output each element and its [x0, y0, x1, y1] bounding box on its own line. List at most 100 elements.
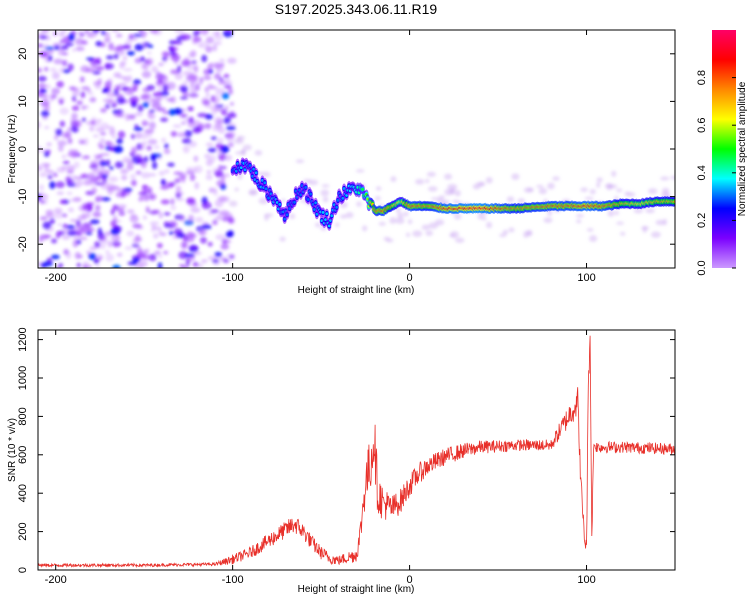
spectrogram-noise-cell	[44, 125, 50, 130]
spectrogram-noise-cell	[207, 255, 218, 261]
spectrogram-noise-cell	[61, 59, 68, 67]
ridge-core	[254, 171, 258, 175]
spectrogram-noise-cell	[161, 51, 170, 57]
spectrogram-halo-cell	[633, 208, 644, 214]
spectrogram-noise-cell	[193, 155, 199, 162]
spectrogram-noise-cell	[95, 118, 103, 123]
spectrogram-halo-cell	[234, 187, 239, 192]
spectrogram-noise-cell	[199, 124, 207, 129]
spectrogram-ridge	[230, 157, 675, 231]
spectrogram-noise-cell	[227, 57, 237, 64]
spectrogram-noise-cell	[120, 168, 129, 175]
spectrogram-noise-cell	[42, 221, 52, 230]
spectrogram-noise-cell	[115, 113, 124, 118]
spectrogram-noise-cell	[59, 199, 65, 205]
spectrogram-halo-cell	[485, 177, 493, 184]
spectrogram-noise-cell	[114, 235, 121, 241]
spectrogram-noise-cell	[199, 236, 207, 244]
snr-y-tick-label: 200	[17, 522, 29, 540]
spectrogram-noise-cell	[204, 153, 211, 159]
spectrogram-noise-cell	[94, 85, 102, 90]
spectrogram-halo-cell	[547, 182, 555, 190]
spectrogram-noise-cell	[163, 212, 171, 216]
spectrogram-noise-cell	[95, 204, 101, 212]
spectrogram-halo-cell	[648, 188, 658, 195]
spectrogram-noise-cell	[77, 30, 84, 35]
spectrogram-noise-cell	[59, 120, 66, 128]
spectrogram-halo-cell	[442, 199, 451, 204]
spectrogram-noise-cell	[155, 71, 161, 75]
spectrogram-noise-cell	[194, 181, 200, 190]
spectrogram-y-ticks: -20 -10 0 10 20	[17, 48, 675, 252]
spectrogram-noise-cell	[158, 62, 164, 66]
spectrogram-halo-cell	[438, 195, 446, 200]
spectrogram-noise-cell	[149, 30, 159, 34]
spectrogram-halo-cell	[415, 178, 425, 185]
spectrogram-noise-cell	[134, 263, 144, 268]
spectrogram-noise-cell	[158, 254, 163, 259]
spectrogram-noise-cell	[103, 38, 111, 43]
spectrogram-noise-cell	[91, 168, 100, 173]
spectrogram-noise-cell	[131, 83, 139, 89]
spectrogram-noise-cell	[111, 30, 120, 33]
spectrogram-halo-cell	[576, 219, 582, 224]
spectrogram-noise-cell	[57, 222, 62, 227]
spectrogram-noise-cell	[71, 105, 80, 111]
spectrogram-noise-cell	[215, 234, 226, 241]
spectrogram-noise-cell	[218, 80, 227, 85]
spectrogram-noise-cell	[218, 58, 225, 63]
spectrogram-noise-cell	[112, 264, 121, 268]
snr-frame	[37, 329, 676, 571]
ridge-core	[314, 201, 318, 205]
spectrogram-noise-cell	[199, 77, 204, 84]
spectrogram-noise-cell	[80, 65, 90, 73]
spectrogram-halo-cell	[386, 238, 394, 243]
spectrogram-noise-cell	[89, 246, 97, 251]
spectrogram-noise-cell	[203, 75, 212, 81]
spectrogram-halo-cell	[589, 235, 598, 242]
spectrogram-halo-cell	[616, 188, 623, 193]
colorbar-tick-label: 0.8	[696, 70, 708, 85]
spectrogram-halo-cell	[257, 171, 264, 176]
spectrogram-noise-cell	[129, 151, 135, 158]
spectrogram-noise-cell	[146, 186, 153, 195]
spectrogram-noise-cell	[147, 110, 153, 117]
spectrogram-noise-cell	[189, 106, 194, 111]
spectrogram-noise-cell	[54, 211, 64, 219]
spectrogram-noise-cell	[133, 33, 143, 37]
spectrogram-noise-cell	[171, 131, 177, 138]
spectrogram-noise-cell	[126, 162, 134, 171]
spectrogram-noise-cell	[158, 212, 164, 219]
spectrogram-noise-cell	[113, 225, 120, 229]
spectrogram-noise-cell	[189, 88, 198, 93]
spectrogram-noise-cell	[180, 241, 188, 249]
spectrogram-noise-cell	[216, 137, 224, 143]
spectrogram-noise-cell	[140, 94, 149, 101]
spectrogram-noise-cell	[67, 130, 72, 139]
spectrogram-noise-cell	[104, 140, 113, 146]
spectrogram-noise-cell	[110, 220, 117, 228]
spectrogram-noise-cell	[163, 148, 171, 155]
ridge-core	[285, 213, 289, 217]
spectrogram-noise-cell	[153, 145, 160, 150]
spectrogram-noise-cell	[52, 172, 58, 178]
spectrogram-halo-cell	[620, 231, 626, 236]
spectrogram-noise-cell	[147, 138, 158, 145]
spectrogram-noise-cell	[95, 127, 105, 132]
spectrogram-noise-cell	[107, 146, 114, 151]
spectrogram-noise-cell	[226, 125, 236, 131]
spectrogram-halo-cell	[425, 230, 434, 236]
spectrogram-noise-cell	[75, 46, 85, 51]
spectrogram-noise-cell	[88, 253, 97, 260]
spectrogram-noise-cell	[132, 257, 141, 263]
spectrogram-noise-cell	[80, 105, 86, 111]
spectrogram-halo-cell	[375, 186, 382, 191]
spectrogram-noise-cell	[149, 221, 160, 226]
spectrogram-halo-cell	[455, 237, 465, 243]
spectrogram-noise-cell	[38, 164, 43, 171]
spectrogram-noise-cell	[76, 262, 82, 268]
spectrogram-noise-cell	[109, 166, 114, 171]
spectrogram-noise-cell	[105, 55, 114, 60]
spectrogram-noise-cell	[186, 79, 193, 83]
spectrogram-noise-cell	[107, 240, 113, 248]
